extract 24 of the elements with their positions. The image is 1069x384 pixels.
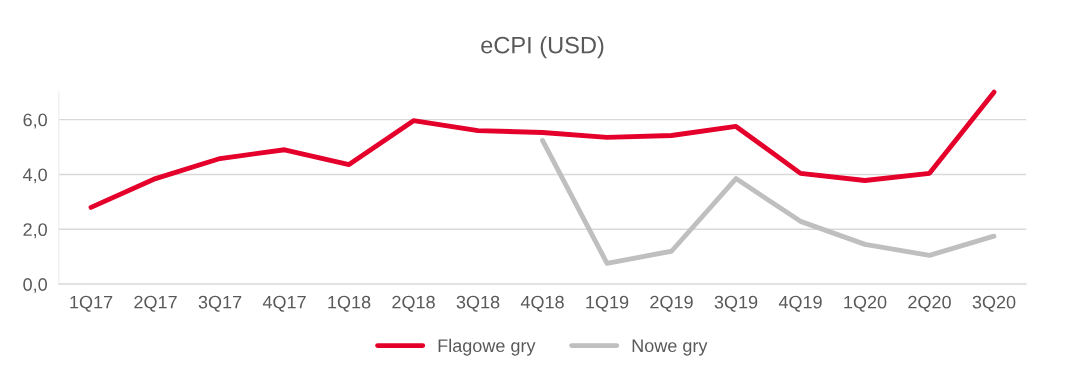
x-tick-label: 1Q17 [70,295,113,312]
x-tick-label: 1Q18 [328,295,371,312]
x-tick-label: 4Q19 [778,295,822,312]
chart-title: eCPI (USD) [481,36,604,59]
y-tick-label: 6,0 [23,113,47,129]
x-tick-label: 1Q20 [844,295,887,312]
x-tick-label: 3Q18 [456,295,500,312]
y-tick-label: 2,0 [23,223,47,239]
x-tick-label: 3Q20 [972,295,1016,312]
x-tick-label: 2Q19 [650,295,693,312]
line-series [540,138,997,266]
x-tick-label: 3Q17 [198,295,242,312]
legend-label: Nowe gry [632,339,708,356]
x-tick-label: 4Q17 [262,295,306,312]
x-tick-label: 4Q18 [520,295,564,312]
y-tick-label: 0,0 [23,278,47,294]
legend-label: Flagowe gry [438,338,536,356]
line-series [88,89,997,210]
y-tick-label: 4,0 [23,168,47,184]
x-tick-label: 3Q19 [714,295,758,312]
x-tick-label: 2Q18 [392,295,435,312]
x-tick-label: 1Q19 [586,295,629,312]
x-tick-label: 2Q17 [134,295,177,312]
x-tick-label: 2Q20 [908,295,951,312]
